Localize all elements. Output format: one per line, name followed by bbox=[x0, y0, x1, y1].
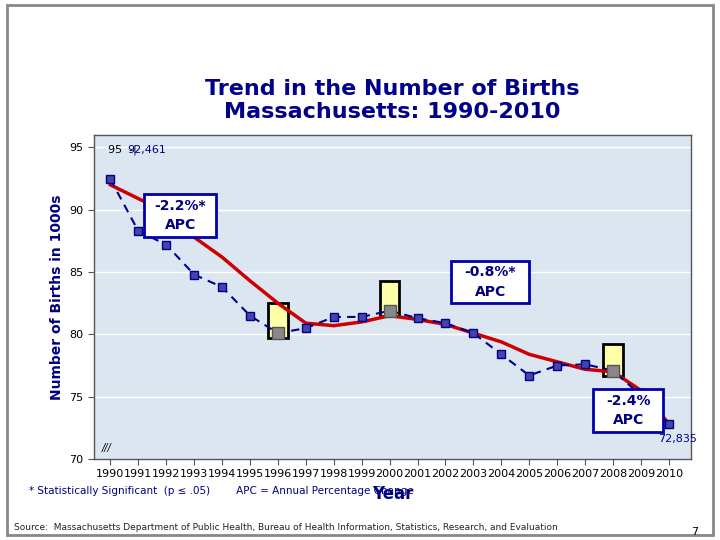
X-axis label: Year: Year bbox=[372, 485, 413, 503]
Text: 7: 7 bbox=[691, 526, 698, 537]
Text: -0.8%*
APC: -0.8%* APC bbox=[464, 265, 516, 299]
Text: 92,461: 92,461 bbox=[127, 145, 166, 155]
FancyBboxPatch shape bbox=[593, 389, 663, 431]
Text: * Statistically Significant  (p ≤ .05)        APC = Annual Percentage Change: * Statistically Significant (p ≤ .05) AP… bbox=[29, 486, 413, 496]
Bar bbox=[603, 345, 623, 375]
FancyBboxPatch shape bbox=[451, 261, 529, 303]
FancyBboxPatch shape bbox=[144, 193, 217, 237]
Title: Trend in the Number of Births
Massachusetts: 1990-2010: Trend in the Number of Births Massachuse… bbox=[205, 79, 580, 123]
Y-axis label: Number of Births in 1000s: Number of Births in 1000s bbox=[50, 194, 63, 400]
Text: -2.4%
APC: -2.4% APC bbox=[606, 394, 651, 427]
Bar bbox=[268, 303, 288, 338]
Text: Source:  Massachusetts Department of Public Health, Bureau of Health Information: Source: Massachusetts Department of Publ… bbox=[14, 523, 558, 532]
Text: ///: /// bbox=[102, 443, 112, 453]
Text: 72,835: 72,835 bbox=[657, 434, 696, 444]
Text: -2.2%*
APC: -2.2%* APC bbox=[154, 199, 206, 232]
Text: 95  -|: 95 -| bbox=[107, 145, 136, 155]
Bar bbox=[380, 281, 400, 316]
